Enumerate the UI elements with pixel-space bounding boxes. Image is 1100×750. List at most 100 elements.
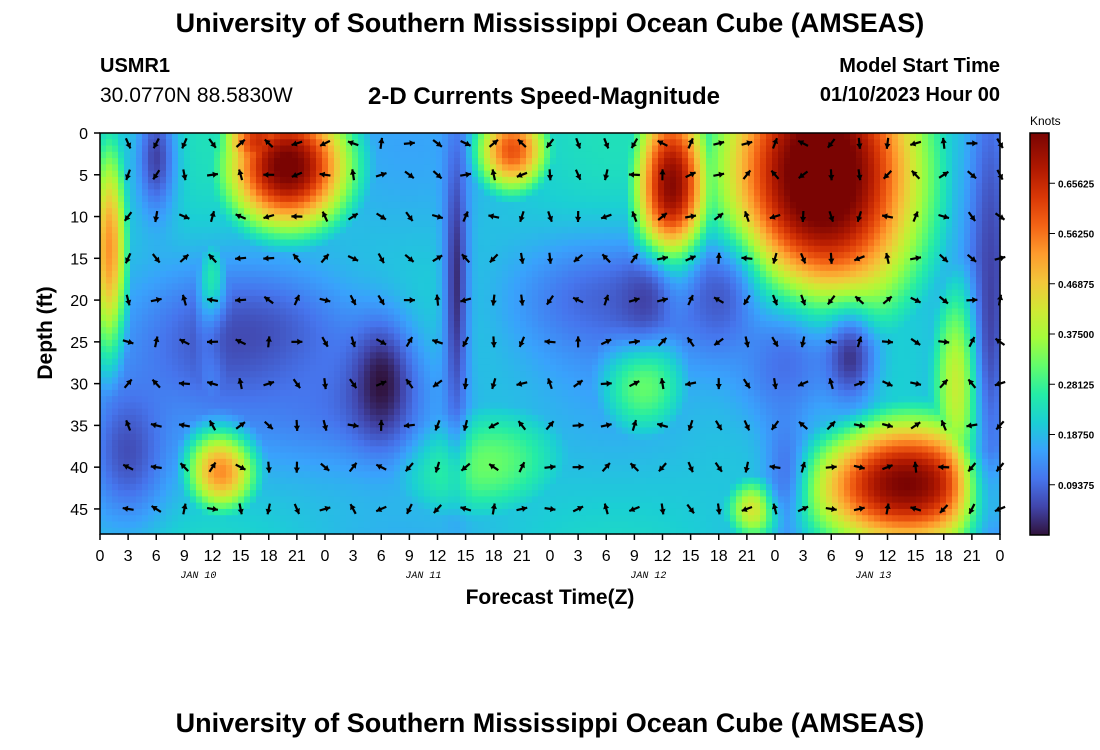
heatmap-cell	[382, 446, 389, 454]
heatmap-cell	[424, 477, 431, 485]
heatmap-cell	[202, 333, 209, 341]
heatmap-cell	[406, 145, 413, 153]
heatmap-cell	[562, 414, 569, 422]
heatmap-cell	[484, 490, 491, 498]
heatmap-cell	[256, 183, 263, 190]
heatmap-cell	[232, 170, 239, 178]
heatmap-cell	[400, 364, 407, 372]
heatmap-cell	[298, 133, 305, 140]
heatmap-cell	[178, 189, 185, 197]
heatmap-cell	[286, 214, 293, 222]
heatmap-cell	[238, 208, 245, 216]
heatmap-cell	[352, 458, 359, 466]
heatmap-cell	[532, 164, 539, 172]
heatmap-cell	[160, 201, 167, 209]
heatmap-cell	[358, 515, 365, 523]
heatmap-cell	[106, 151, 113, 159]
heatmap-cell	[406, 477, 413, 485]
heatmap-cell	[118, 377, 125, 385]
heatmap-cell	[148, 264, 155, 272]
heatmap-cell	[562, 170, 569, 178]
heatmap-cell	[484, 358, 491, 366]
heatmap-cell	[364, 458, 371, 466]
heatmap-cell	[442, 226, 449, 234]
heatmap-cell	[496, 270, 503, 278]
heatmap-cell	[166, 139, 173, 147]
heatmap-cell	[160, 427, 167, 435]
heatmap-cell	[496, 446, 503, 454]
heatmap-cell	[196, 139, 203, 147]
heatmap-cell	[418, 414, 425, 422]
heatmap-cell	[424, 133, 431, 140]
heatmap-cell	[112, 283, 119, 291]
heatmap-cell	[232, 333, 239, 341]
heatmap-cell	[178, 452, 185, 460]
heatmap-cell	[130, 258, 137, 266]
heatmap-cell	[166, 133, 173, 140]
heatmap-cell	[448, 239, 455, 247]
heatmap-cell	[262, 377, 269, 385]
heatmap-cell	[478, 515, 485, 523]
heatmap-cell	[394, 270, 401, 278]
heatmap-cell	[148, 371, 155, 378]
heatmap-cell	[418, 515, 425, 523]
heatmap-cell	[448, 396, 455, 404]
heatmap-cell	[244, 183, 251, 190]
heatmap-cell	[364, 176, 371, 184]
heatmap-cell	[274, 333, 281, 341]
heatmap-cell	[178, 502, 185, 510]
heatmap-cell	[406, 333, 413, 341]
heatmap-cell	[526, 195, 533, 203]
heatmap-cell	[250, 189, 257, 197]
heatmap-cell	[106, 145, 113, 153]
heatmap-cell	[172, 220, 179, 228]
heatmap-cell	[562, 201, 569, 209]
heatmap-cell	[124, 414, 131, 422]
heatmap-cell	[544, 189, 551, 197]
heatmap-cell	[184, 264, 191, 272]
heatmap-cell	[196, 458, 203, 466]
heatmap-cell	[214, 320, 221, 328]
heatmap-cell	[208, 471, 215, 479]
heatmap-cell	[184, 277, 191, 284]
heatmap-cell	[202, 302, 209, 310]
station-id: USMR1	[100, 55, 171, 77]
heatmap-cell	[316, 508, 323, 516]
heatmap-cell	[448, 264, 455, 272]
heatmap-cell	[268, 389, 275, 397]
heatmap-cell	[502, 195, 509, 203]
heatmap-cell	[418, 358, 425, 366]
heatmap-cell	[424, 446, 431, 454]
heatmap-cell	[406, 208, 413, 216]
heatmap-cell	[532, 264, 539, 272]
heatmap-cell	[508, 327, 515, 335]
heatmap-cell	[502, 233, 509, 241]
heatmap-cell	[274, 302, 281, 310]
heatmap-cell	[430, 176, 437, 184]
heatmap-cell	[472, 452, 479, 460]
heatmap-cell	[520, 433, 527, 441]
heatmap-cell	[124, 508, 131, 516]
heatmap-cell	[316, 408, 323, 416]
heatmap-cell	[298, 458, 305, 466]
heatmap-cell	[538, 145, 545, 153]
heatmap-cell	[148, 151, 155, 159]
heatmap-cell	[280, 496, 287, 504]
heatmap-cell	[490, 371, 497, 378]
heatmap-cell	[184, 289, 191, 297]
heatmap-cell	[550, 164, 557, 172]
heatmap-cell	[172, 483, 179, 491]
heatmap-cell	[250, 408, 257, 416]
heatmap-cell	[388, 239, 395, 247]
heatmap-cell	[322, 133, 329, 140]
heatmap-cell	[250, 477, 257, 485]
heatmap-cell	[142, 252, 149, 259]
heatmap-cell	[208, 277, 215, 284]
heatmap-cell	[106, 427, 113, 435]
heatmap-cell	[370, 490, 377, 498]
heatmap-cell	[526, 477, 533, 485]
heatmap-cell	[190, 402, 197, 410]
heatmap-cell	[508, 521, 515, 529]
heatmap-cell	[454, 427, 461, 435]
heatmap-cell	[298, 358, 305, 366]
